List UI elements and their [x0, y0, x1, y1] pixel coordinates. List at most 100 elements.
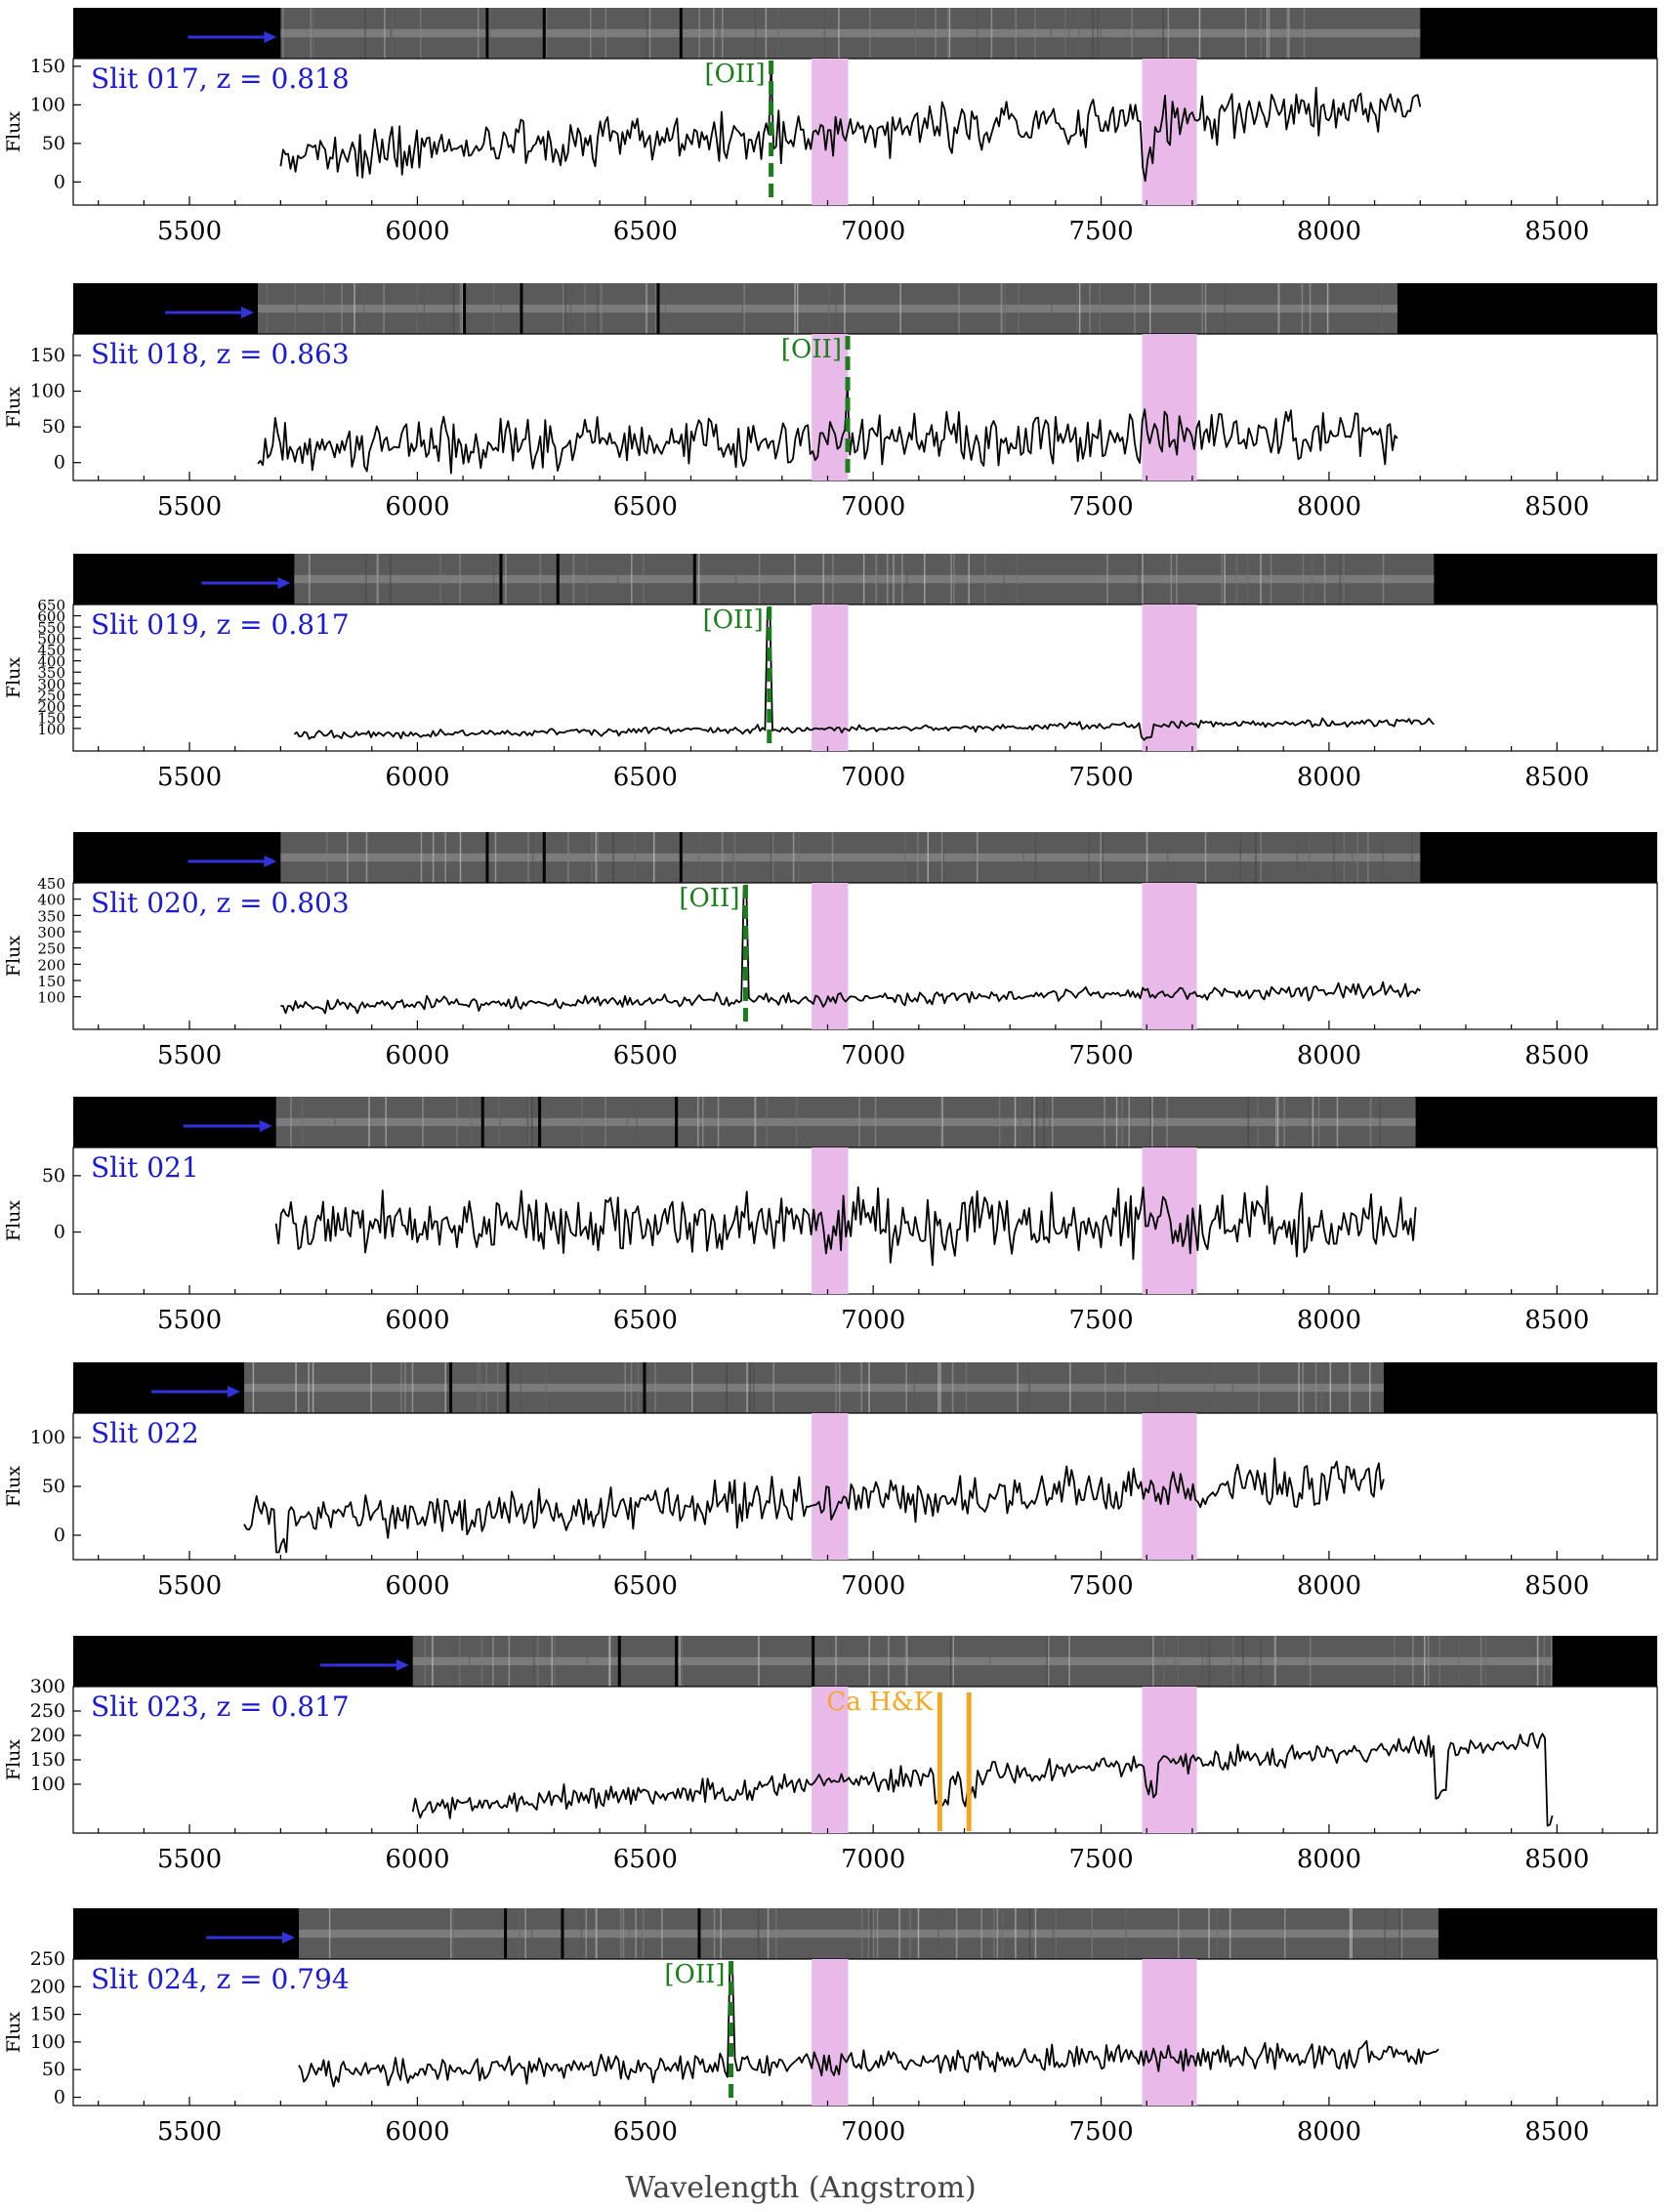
sky-line	[1146, 832, 1148, 883]
sky-line	[1078, 283, 1081, 334]
sky-line	[377, 554, 380, 605]
sky-line	[1049, 1097, 1051, 1148]
sky-line	[860, 1908, 863, 1959]
sky-line	[1100, 8, 1103, 59]
sky-line	[1369, 1097, 1372, 1148]
sky-line	[439, 554, 441, 605]
sky-line	[767, 1908, 770, 1959]
sky-line	[452, 1908, 455, 1959]
sky-line	[624, 1362, 626, 1413]
sky-line	[796, 283, 799, 334]
sky-line	[664, 283, 667, 334]
sky-line	[1536, 1636, 1539, 1687]
sky-line	[444, 1362, 446, 1413]
sky-line	[492, 554, 495, 605]
sky-line	[530, 1097, 533, 1148]
y-tick-label: 550	[37, 619, 65, 637]
sky-line	[391, 8, 393, 59]
sky-line	[1043, 1097, 1045, 1148]
sky-line	[844, 283, 846, 334]
slit-arrow-head	[282, 1932, 296, 1943]
x-tick-label: 6500	[613, 492, 678, 522]
sky-line	[1088, 832, 1090, 883]
x-tick-label: 8000	[1297, 1041, 1361, 1070]
sky-line	[839, 1362, 841, 1413]
y-axis-label: Flux	[3, 936, 24, 977]
sky-line	[1339, 554, 1341, 605]
chip-gap	[675, 1636, 679, 1687]
sky-line	[1287, 8, 1289, 59]
spectrum-line	[243, 1457, 1385, 1554]
plot-frame	[72, 58, 1658, 206]
y-tick-label: 50	[42, 416, 65, 438]
x-tick-label: 6500	[613, 2117, 678, 2147]
sky-line	[749, 1362, 751, 1413]
sky-line	[492, 283, 495, 334]
sky-line	[1099, 283, 1101, 334]
x-tick-label: 6000	[385, 2117, 449, 2147]
sky-line	[1349, 1362, 1351, 1413]
sky-line	[697, 1097, 699, 1148]
telluric-band	[1142, 334, 1197, 480]
sky-line	[422, 1097, 424, 1148]
sky-line	[383, 283, 385, 334]
sky-line	[1242, 1636, 1244, 1687]
telluric-band	[1142, 59, 1197, 205]
y-tick-label: 300	[30, 1676, 65, 1697]
slit-arrow-head	[277, 577, 291, 589]
sky-line	[294, 283, 296, 334]
sky-line	[1104, 1362, 1106, 1413]
sky-line	[309, 554, 311, 605]
sky-line	[913, 1362, 916, 1413]
sky-line	[1133, 8, 1135, 59]
sky-line	[1014, 1097, 1017, 1148]
sky-line	[702, 1097, 704, 1148]
sky-line	[1052, 1097, 1054, 1148]
sky-line	[1221, 554, 1223, 605]
sky-line	[794, 283, 796, 334]
sky-line	[1277, 283, 1279, 334]
sky-line	[1075, 283, 1078, 334]
sky-line	[591, 832, 593, 883]
sky-line	[754, 8, 757, 59]
sky-line	[713, 1908, 716, 1959]
sky-line	[681, 1636, 684, 1687]
x-tick-label: 7000	[841, 1041, 905, 1070]
x-tick-label: 8000	[1297, 1845, 1361, 1874]
sky-line	[1458, 1636, 1460, 1687]
sky-line	[313, 8, 314, 59]
sky-line	[697, 554, 700, 605]
chip-gap	[485, 8, 489, 59]
sky-line	[648, 8, 651, 59]
sky-line	[1309, 1097, 1311, 1148]
y-axis-label: Flux	[3, 1739, 24, 1780]
x-tick-label: 8000	[1297, 492, 1361, 522]
y-tick-label: 200	[37, 956, 65, 974]
x-tick-label: 7500	[1068, 492, 1133, 522]
sky-line	[581, 1097, 583, 1148]
x-tick-label: 6500	[613, 1571, 678, 1601]
x-tick-label: 6000	[385, 1306, 449, 1335]
sky-line	[1069, 1362, 1071, 1413]
sky-line	[562, 283, 564, 334]
slit-label: Slit 024, z = 0.794	[91, 1963, 350, 1995]
sky-line	[886, 554, 889, 605]
sky-line	[1276, 1097, 1279, 1148]
slit-label: Slit 022	[91, 1417, 199, 1449]
chip-gap	[499, 554, 503, 605]
sky-line	[1231, 1362, 1234, 1413]
sky-line	[733, 832, 736, 883]
sky-line	[447, 1362, 449, 1413]
sky-line	[1166, 1097, 1168, 1148]
spectrum-line	[257, 384, 1398, 475]
slit-arrow-head	[264, 31, 277, 43]
sky-line	[983, 554, 986, 605]
sky-line	[990, 8, 993, 59]
sky-line	[596, 1908, 598, 1959]
sky-line	[1224, 554, 1226, 605]
sky-line	[477, 1362, 479, 1413]
sky-line	[758, 554, 761, 605]
sky-line	[485, 1362, 487, 1413]
sky-line	[1543, 1636, 1546, 1687]
